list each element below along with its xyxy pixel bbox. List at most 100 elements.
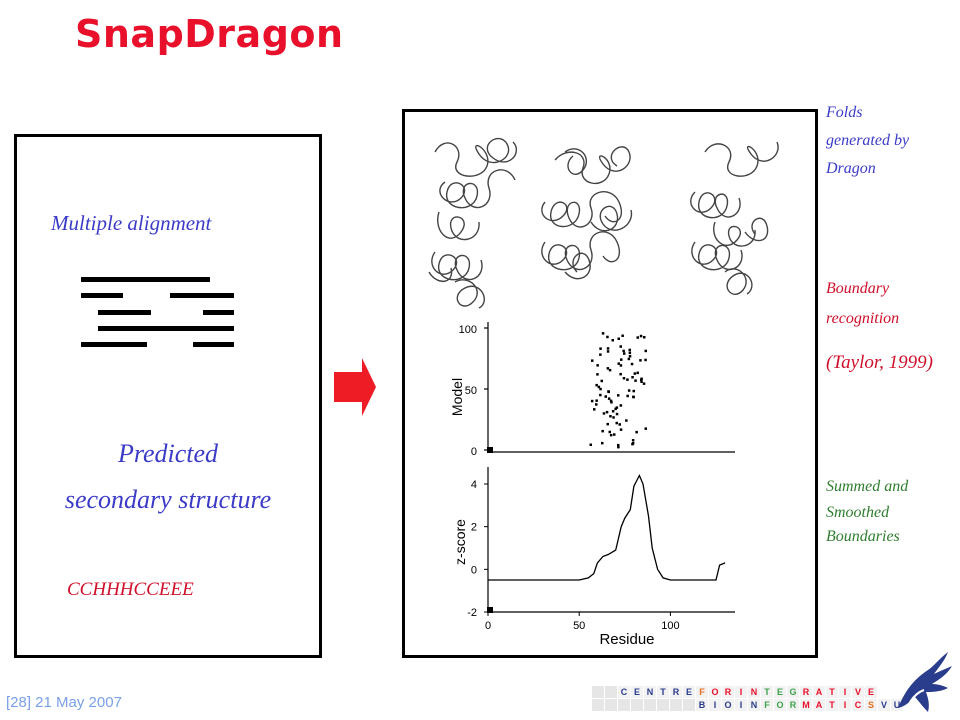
scatter-ytick-0: 0 [471, 446, 477, 458]
logo-letter-cell: I [735, 699, 747, 711]
logo-letter-cell: V [852, 686, 864, 698]
scatter-ytick-100: 100 [459, 324, 477, 336]
summed-label-line2: Smoothed [826, 504, 890, 521]
logo-letter-cell: I [839, 699, 851, 711]
zscore-series-line [488, 473, 726, 581]
page-title: SnapDragon [75, 12, 344, 56]
scatter-point [631, 376, 634, 379]
alignment-bar [203, 310, 234, 315]
summed-label-line3: Boundaries [826, 528, 900, 545]
logo-letter-cell: V [878, 699, 890, 711]
right-arrow-icon [334, 358, 376, 416]
logo-letter-cell: O [774, 699, 786, 711]
zscore-ytick-label: -2 [467, 607, 477, 619]
logo-letter-cell: E [683, 686, 695, 698]
scatter-point [591, 359, 594, 362]
logo-blank-cell [631, 699, 643, 711]
secondary-structure-sequence: CCHHHCCEEE [67, 579, 194, 600]
scatter-point [609, 415, 612, 418]
scatter-point [595, 399, 598, 402]
scatter-point [606, 335, 609, 339]
scatter-point [609, 433, 613, 437]
logo-letter-cell: C [618, 686, 630, 698]
scatter-point [619, 404, 623, 407]
logo-letter-cell: T [826, 686, 838, 698]
scatter-point [607, 390, 610, 394]
scatter-point [627, 357, 631, 361]
scatter-point [640, 380, 643, 383]
scatter-point [644, 358, 647, 362]
logo-blank-cell [670, 699, 682, 711]
logo-letter-cell: T [761, 686, 773, 698]
scatter-point [595, 383, 598, 387]
logo-letter-cell: E [631, 686, 643, 698]
scatter-point [633, 372, 637, 375]
logo-blank-cell [605, 686, 617, 698]
scatter-point [608, 368, 612, 372]
scatter-point [599, 393, 602, 397]
scatter-point [639, 359, 642, 362]
scatter-point [640, 378, 643, 382]
scatter-point [617, 445, 620, 449]
boundary-label-line1: Boundary [826, 280, 890, 297]
logo-blank-cell [592, 699, 604, 711]
scatter-point [613, 433, 616, 436]
scatter-point [620, 358, 623, 361]
scatter-point [639, 334, 643, 338]
scatter-point [606, 350, 610, 353]
scatter-point [604, 395, 607, 398]
scatter-point [597, 385, 601, 389]
scatter-point [619, 345, 622, 348]
logo-letter-cell: I [839, 686, 851, 698]
predicted-label: Predicted [117, 439, 219, 468]
scatter-point [599, 347, 602, 350]
scatter-point [627, 389, 631, 392]
scatter-point [600, 379, 603, 383]
zscore-ytick-label: 4 [471, 479, 477, 491]
logo-letter-cell: G [787, 686, 799, 698]
scatter-point [636, 371, 639, 375]
scatter-point [596, 373, 599, 376]
scatter-point [635, 430, 638, 434]
scatter-point [599, 387, 602, 391]
griffin-logo-icon [898, 652, 952, 712]
alignment-bar [170, 293, 234, 298]
scatter-point [626, 378, 629, 381]
scatter-point [644, 427, 647, 430]
scatter-plot [484, 322, 735, 453]
scatter-point [611, 339, 614, 342]
scatter-point [619, 364, 623, 367]
scatter-point [622, 349, 625, 353]
scatter-point [589, 443, 592, 446]
fold-structure-6 [691, 217, 769, 295]
logo-letter-cell: N [748, 699, 760, 711]
scatter-point [595, 403, 598, 406]
scatter-point [622, 377, 626, 380]
scatter-point [644, 349, 647, 353]
scatter-point [617, 443, 620, 447]
scatter-point [621, 334, 624, 337]
scatter-point [617, 394, 620, 397]
fold-structure-4 [428, 251, 485, 309]
slide-footer: [28] 21 May 2007 [6, 694, 122, 711]
zscore-ytick-label: 2 [471, 522, 477, 534]
scatter-origin-marker [487, 447, 493, 453]
zscore-xtick-label: 0 [485, 620, 491, 632]
multiple-alignment-heading: Multiple alignment [51, 211, 212, 235]
scatter-point [631, 439, 635, 442]
scatter-point [619, 372, 622, 376]
right-panel: 100 50 0 Model 4 2 0 -2 0 50 100 z-score Resid… [402, 109, 818, 658]
zscore-ticks: 4 2 0 -2 0 50 100 [467, 479, 679, 632]
logo-letter-cell: A [813, 699, 825, 711]
scatter-point [628, 351, 632, 355]
scatter-point [614, 407, 617, 411]
scatter-point [619, 428, 623, 431]
scatter-point [596, 364, 599, 367]
folds-label-line1: Folds [826, 104, 863, 121]
logo-letter-cell: R [800, 686, 812, 698]
logo-letter-cell: R [670, 686, 682, 698]
logo-letter-cell: S [865, 699, 877, 711]
fold-structure-5 [541, 231, 621, 280]
logo-letter-cell: F [696, 686, 708, 698]
scatter-point [617, 362, 620, 365]
